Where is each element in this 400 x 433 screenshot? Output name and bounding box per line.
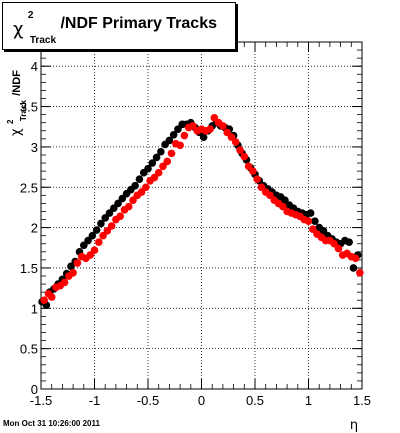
data-point bbox=[249, 167, 257, 175]
x-tick-label: -0.5 bbox=[137, 393, 159, 408]
data-point bbox=[163, 157, 172, 166]
y-axis-label-chi: χ bbox=[9, 128, 24, 136]
y-axis-label-sub: Track bbox=[19, 100, 28, 121]
data-point bbox=[180, 131, 189, 140]
series-red bbox=[40, 114, 364, 305]
x-tick-label: -1.5 bbox=[30, 393, 52, 408]
data-point bbox=[206, 125, 214, 133]
y-tick-label: 3.5 bbox=[20, 100, 38, 115]
data-point bbox=[349, 264, 358, 272]
x-tick-label: 1.5 bbox=[353, 393, 371, 408]
y-axis-label: χ 2 Track /NDF bbox=[0, 70, 30, 136]
data-point bbox=[107, 222, 116, 230]
data-point bbox=[88, 231, 97, 240]
data-point bbox=[47, 293, 56, 301]
data-point bbox=[356, 268, 364, 277]
data-point bbox=[219, 122, 227, 130]
chart-title-chi: χ bbox=[13, 19, 23, 40]
y-tick-labels: 0 0.5 1 1.5 2 2.5 3 3.5 4 bbox=[20, 59, 38, 397]
data-point bbox=[176, 141, 184, 150]
data-point bbox=[131, 181, 139, 190]
x-tick-labels: -1.5 -1 -0.5 0 0.5 1 1.5 bbox=[30, 393, 371, 408]
y-tick-label: 3 bbox=[31, 140, 38, 155]
data-point bbox=[199, 133, 208, 142]
y-tick-label: 0.5 bbox=[20, 342, 38, 357]
data-point bbox=[144, 164, 152, 173]
series-black bbox=[38, 118, 362, 309]
data-point bbox=[94, 238, 103, 246]
data-point bbox=[135, 175, 144, 183]
chart-title: χ 2 Track /NDF Primary Tracks bbox=[13, 5, 217, 47]
data-points bbox=[38, 114, 364, 309]
data-point bbox=[97, 219, 105, 228]
data-point bbox=[169, 131, 178, 139]
data-point bbox=[306, 209, 315, 217]
grid-lines bbox=[41, 42, 362, 389]
data-point bbox=[253, 175, 261, 183]
data-point bbox=[231, 138, 240, 146]
data-point bbox=[116, 212, 124, 221]
timestamp-footer: Mon Oct 31 10:26:00 2011 bbox=[3, 419, 100, 428]
y-tick-label: 1.5 bbox=[20, 261, 38, 276]
y-tick-label: 1 bbox=[31, 301, 38, 316]
data-point bbox=[90, 246, 99, 254]
data-point bbox=[167, 149, 176, 158]
y-tick-label: 2 bbox=[31, 221, 38, 236]
y-axis-label-sup: 2 bbox=[6, 119, 15, 124]
data-point bbox=[154, 168, 163, 177]
data-point bbox=[236, 146, 244, 154]
y-axis-label-rest: /NDF bbox=[11, 70, 23, 96]
data-point bbox=[148, 159, 157, 167]
chart-title-box: χ 2 Track /NDF Primary Tracks bbox=[2, 2, 236, 50]
data-point bbox=[152, 153, 161, 162]
data-point bbox=[165, 136, 174, 145]
data-point bbox=[60, 278, 69, 287]
data-point bbox=[304, 217, 313, 225]
x-axis-label: η bbox=[350, 418, 358, 433]
svg-text:χ 2 Track /N: χ 2 Track /NDF bbox=[0, 70, 30, 136]
data-point bbox=[69, 268, 77, 277]
data-point bbox=[157, 147, 165, 156]
data-point bbox=[124, 202, 133, 211]
data-point bbox=[40, 296, 49, 305]
data-point bbox=[334, 244, 343, 253]
data-point bbox=[351, 254, 360, 263]
data-point bbox=[311, 217, 319, 225]
data-point bbox=[73, 259, 82, 267]
chart-title-sub: Track bbox=[30, 35, 57, 46]
chart-title-sup: 2 bbox=[28, 10, 34, 21]
data-point bbox=[142, 183, 150, 192]
data-point bbox=[345, 238, 353, 246]
x-tick-label: 0.5 bbox=[246, 393, 264, 408]
y-tick-label: 0 bbox=[31, 382, 38, 397]
y-tick-label: 2.5 bbox=[20, 180, 38, 195]
x-tick-label: 1 bbox=[305, 393, 312, 408]
chart-title-rest: /NDF Primary Tracks bbox=[60, 15, 217, 32]
y-tick-label: 4 bbox=[31, 59, 38, 74]
data-point bbox=[92, 226, 101, 234]
x-tick-label: -1 bbox=[89, 393, 101, 408]
data-point bbox=[240, 152, 249, 161]
x-tick-label: 0 bbox=[198, 393, 205, 408]
